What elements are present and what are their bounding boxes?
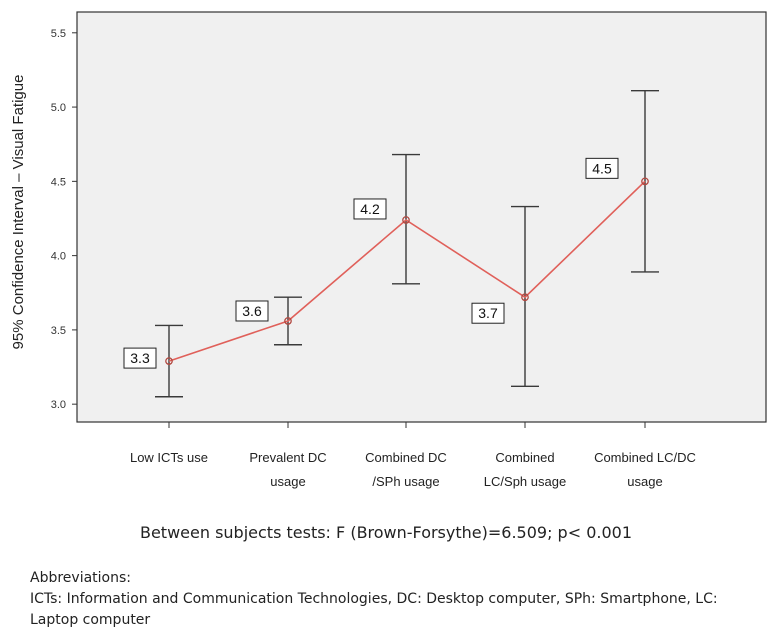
data-label: 3.3: [130, 350, 150, 366]
x-tick-label: Low ICTs use: [130, 450, 208, 465]
x-tick-label: Prevalent DC: [249, 450, 326, 465]
y-tick-label: 4.5: [51, 176, 66, 188]
data-label-box: [123, 347, 157, 369]
abbreviations-text: ICTs: Information and Communication Tech…: [30, 591, 718, 628]
y-tick-label: 5.5: [51, 28, 66, 40]
x-tick-label: LC/Sph usage: [484, 474, 566, 489]
y-tick-label: 3.0: [51, 399, 66, 411]
data-point: [165, 357, 173, 365]
x-tick-label: usage: [627, 474, 662, 489]
abbreviations-title: Abbreviations:: [30, 570, 131, 586]
mean-line: [168, 180, 646, 362]
data-point: [641, 177, 649, 186]
series-line: [168, 180, 646, 362]
x-tick-label: Combined LC/DC: [594, 450, 696, 465]
x-tick-label: Combined: [495, 450, 554, 465]
data-label: 3.7: [478, 305, 498, 321]
y-tick-label: 4.0: [51, 251, 66, 263]
data-label-box: [585, 157, 619, 179]
data-label: 4.5: [592, 160, 612, 176]
data-labels: 3.3 3.6 4.2 3.7 4.5: [123, 157, 619, 369]
x-axis: Low ICTs use Prevalent DC usage Combined DC…: [130, 422, 696, 489]
data-label-box: [471, 302, 505, 324]
data-point: [402, 216, 410, 224]
y-axis-label: 95% Confidence Interval – Visual Fatigue: [10, 75, 27, 350]
data-point: [284, 317, 292, 325]
x-tick-label: usage: [270, 474, 305, 489]
data-label-box: [235, 300, 269, 322]
plot-area: [76, 11, 767, 423]
between-subjects-test: Between subjects tests: F (Brown-Forsyth…: [139, 523, 632, 542]
y-tick-label: 3.5: [51, 325, 66, 337]
y-axis: 3.0 3.5 4.0 4.5 5.0 5.5: [51, 28, 77, 411]
data-point: [521, 293, 529, 302]
data-label-box: [353, 198, 387, 220]
x-tick-label: Combined DC: [365, 450, 447, 465]
data-label: 3.6: [242, 303, 262, 319]
mean-points: [165, 177, 649, 365]
data-label: 4.2: [360, 201, 380, 217]
x-tick-label: /SPh usage: [372, 474, 439, 489]
chart: 3.0 3.5 4.0 4.5 5.0 5.5 Low ICTs use Prevalent…: [10, 11, 767, 489]
y-tick-label: 5.0: [51, 102, 66, 114]
